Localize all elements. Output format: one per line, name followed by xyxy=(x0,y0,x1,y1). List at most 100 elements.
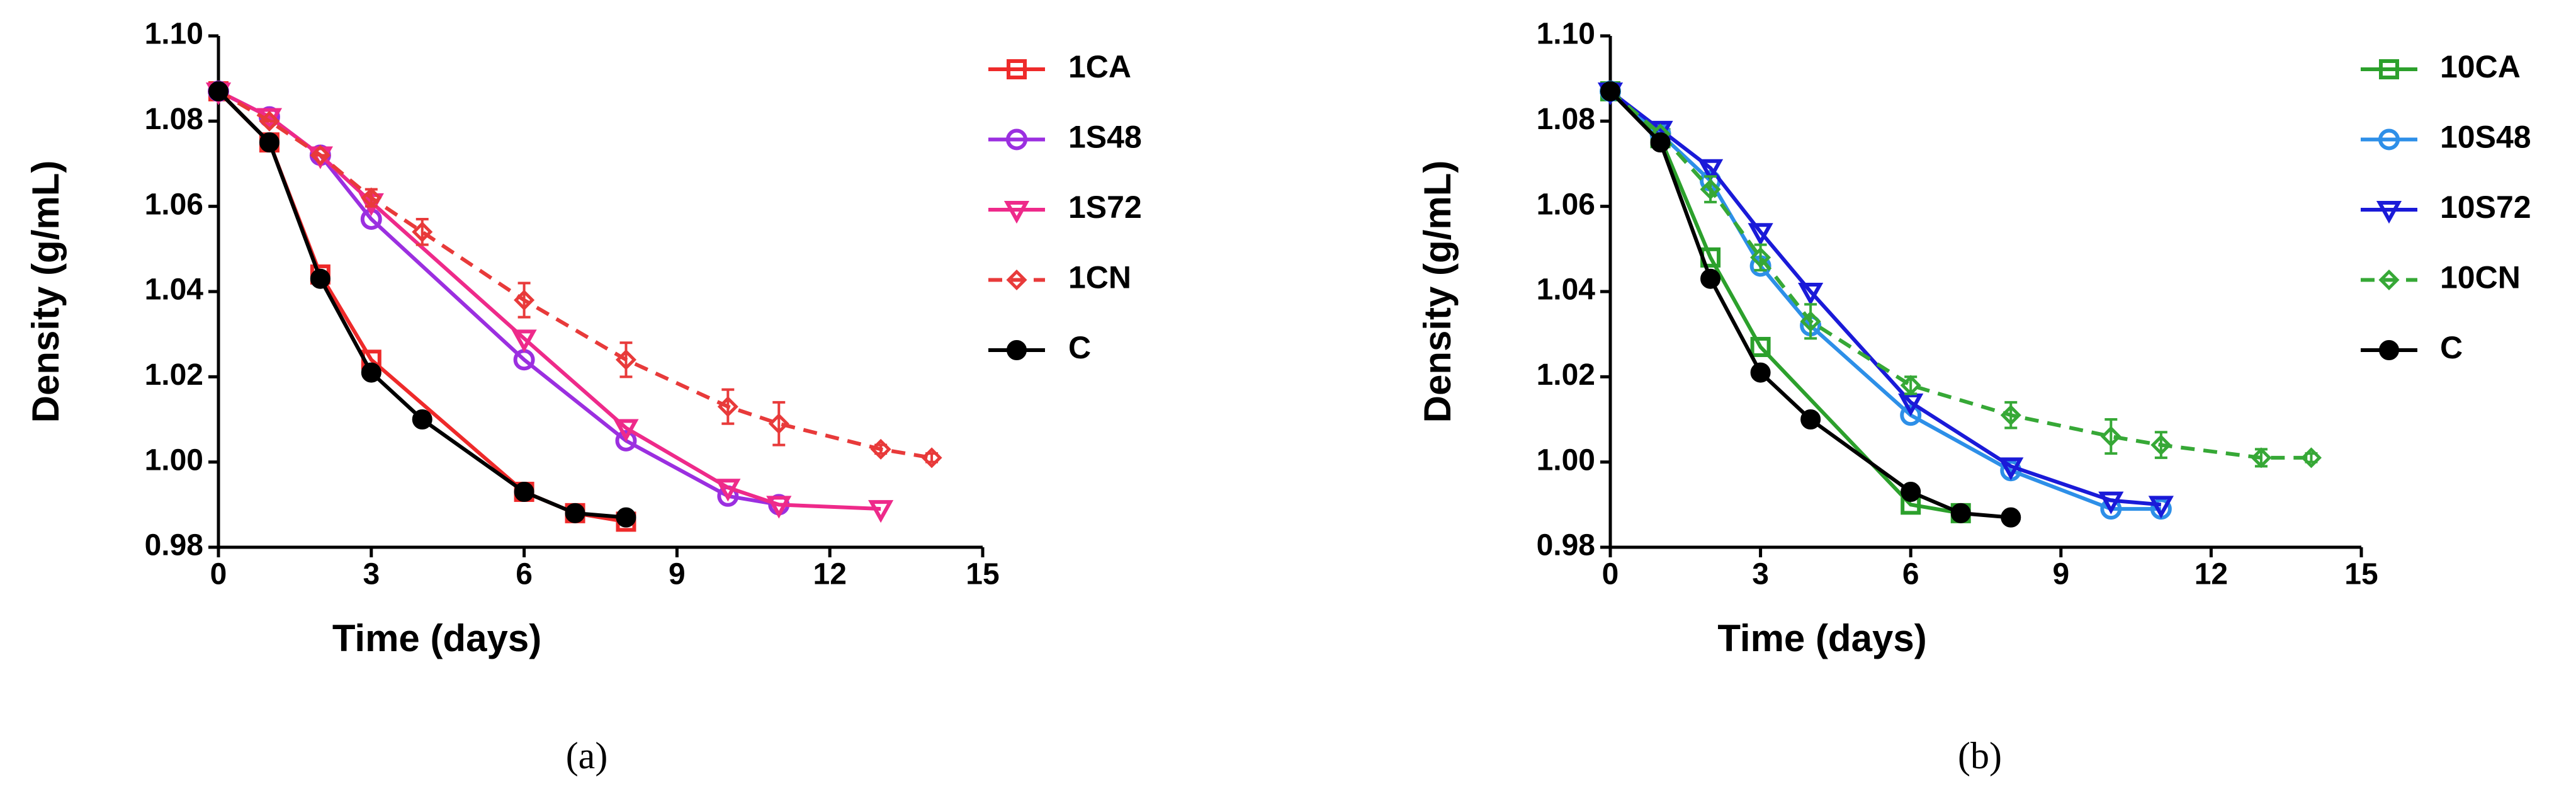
marker xyxy=(511,329,537,353)
y-axis-title: Density (g/mL) xyxy=(25,161,67,423)
y-tick-label: 0.98 xyxy=(1537,529,1595,562)
series-line xyxy=(217,89,626,520)
legend-label: 1CN xyxy=(1068,260,1131,295)
marker xyxy=(259,132,280,153)
legend-marker xyxy=(2376,201,2402,224)
legend-marker xyxy=(2378,269,2400,291)
x-tick-label: 9 xyxy=(2052,558,2069,591)
marker xyxy=(1998,457,2024,480)
caption: (a) xyxy=(566,735,608,776)
marker xyxy=(2000,404,2021,426)
x-tick-label: 9 xyxy=(669,558,686,591)
marker xyxy=(1750,362,1771,383)
x-tick-label: 15 xyxy=(966,558,999,591)
marker xyxy=(615,349,637,370)
marker xyxy=(1650,132,1671,153)
series-line xyxy=(1609,89,2312,460)
marker xyxy=(1750,247,1771,268)
marker xyxy=(613,419,639,442)
marker xyxy=(1900,375,1921,396)
y-tick-label: 1.08 xyxy=(1537,103,1595,136)
series-line xyxy=(217,89,626,524)
caption: (b) xyxy=(1958,735,2002,776)
marker xyxy=(2148,496,2174,519)
marker xyxy=(412,221,433,242)
marker xyxy=(768,413,789,435)
y-tick-label: 0.98 xyxy=(145,529,203,562)
x-tick-label: 0 xyxy=(1602,558,1619,591)
marker xyxy=(2001,507,2021,528)
legend-marker xyxy=(1007,340,1027,360)
legend-label: 10S48 xyxy=(2440,120,2531,155)
error-bar xyxy=(619,341,633,378)
marker xyxy=(715,479,741,502)
marker xyxy=(2251,447,2272,469)
marker xyxy=(2300,447,2322,469)
x-tick-label: 6 xyxy=(1902,558,1919,591)
marker xyxy=(1748,223,1773,246)
marker xyxy=(412,409,432,429)
y-tick-label: 1.04 xyxy=(145,273,204,307)
y-tick-label: 1.08 xyxy=(145,103,203,136)
marker xyxy=(1950,503,1971,523)
x-tick-label: 3 xyxy=(1752,558,1769,591)
series-line xyxy=(217,89,779,507)
marker xyxy=(310,144,331,166)
legend-label: 10S72 xyxy=(2440,190,2531,225)
marker xyxy=(1800,409,1821,429)
marker xyxy=(259,110,280,132)
legend-marker xyxy=(1006,128,1027,151)
x-axis-title: Time (days) xyxy=(1717,617,1926,659)
y-tick-label: 1.00 xyxy=(145,443,203,477)
series-line xyxy=(217,89,881,511)
marker xyxy=(615,429,637,452)
y-tick-label: 1.06 xyxy=(145,188,203,221)
marker xyxy=(870,438,891,460)
marker xyxy=(514,482,534,503)
marker xyxy=(2100,426,2121,447)
marker xyxy=(868,500,894,523)
marker xyxy=(616,507,636,528)
x-tick-label: 12 xyxy=(2195,558,2228,591)
marker xyxy=(361,362,381,383)
marker xyxy=(1750,336,1771,357)
y-tick-label: 1.10 xyxy=(145,18,203,51)
legend-marker xyxy=(2378,128,2400,151)
y-axis-title: Density (g/mL) xyxy=(1416,161,1459,423)
x-tick-label: 3 xyxy=(363,558,380,591)
marker xyxy=(2150,435,2172,456)
marker xyxy=(921,447,942,469)
error-bar xyxy=(721,388,735,425)
marker xyxy=(1900,404,1922,426)
legend-label: 10CN xyxy=(2440,260,2521,295)
marker xyxy=(310,268,330,289)
marker xyxy=(1800,310,1821,332)
legend-label: C xyxy=(2440,330,2463,365)
marker xyxy=(1798,283,1824,306)
marker xyxy=(208,81,229,101)
x-axis-title: Time (days) xyxy=(332,617,541,659)
marker xyxy=(361,187,382,208)
marker xyxy=(766,496,792,519)
y-tick-label: 1.04 xyxy=(1537,273,1596,307)
panel: 0.98 1.00 1.02 1.04 1.06 1.08 1.10 0 3 6 9 12 15 Time… xyxy=(25,18,1142,776)
legend-marker xyxy=(2379,340,2399,360)
marker xyxy=(1700,268,1721,289)
legend-label: 1S72 xyxy=(1068,190,1142,225)
legend-label: C xyxy=(1068,330,1091,365)
y-tick-label: 1.06 xyxy=(1537,188,1595,221)
error-bar xyxy=(517,281,531,319)
marker xyxy=(2098,491,2124,515)
y-tick-label: 1.10 xyxy=(1537,18,1595,51)
legend-marker xyxy=(2379,59,2399,79)
x-tick-label: 15 xyxy=(2344,558,2378,591)
marker xyxy=(1697,159,1724,182)
marker xyxy=(514,289,535,311)
legend-label: 10CA xyxy=(2440,49,2521,84)
marker xyxy=(1600,81,1620,101)
legend-label: 1S48 xyxy=(1068,120,1142,155)
legend-marker xyxy=(1007,59,1027,79)
error-bar xyxy=(1804,303,1817,340)
x-tick-label: 12 xyxy=(813,558,847,591)
